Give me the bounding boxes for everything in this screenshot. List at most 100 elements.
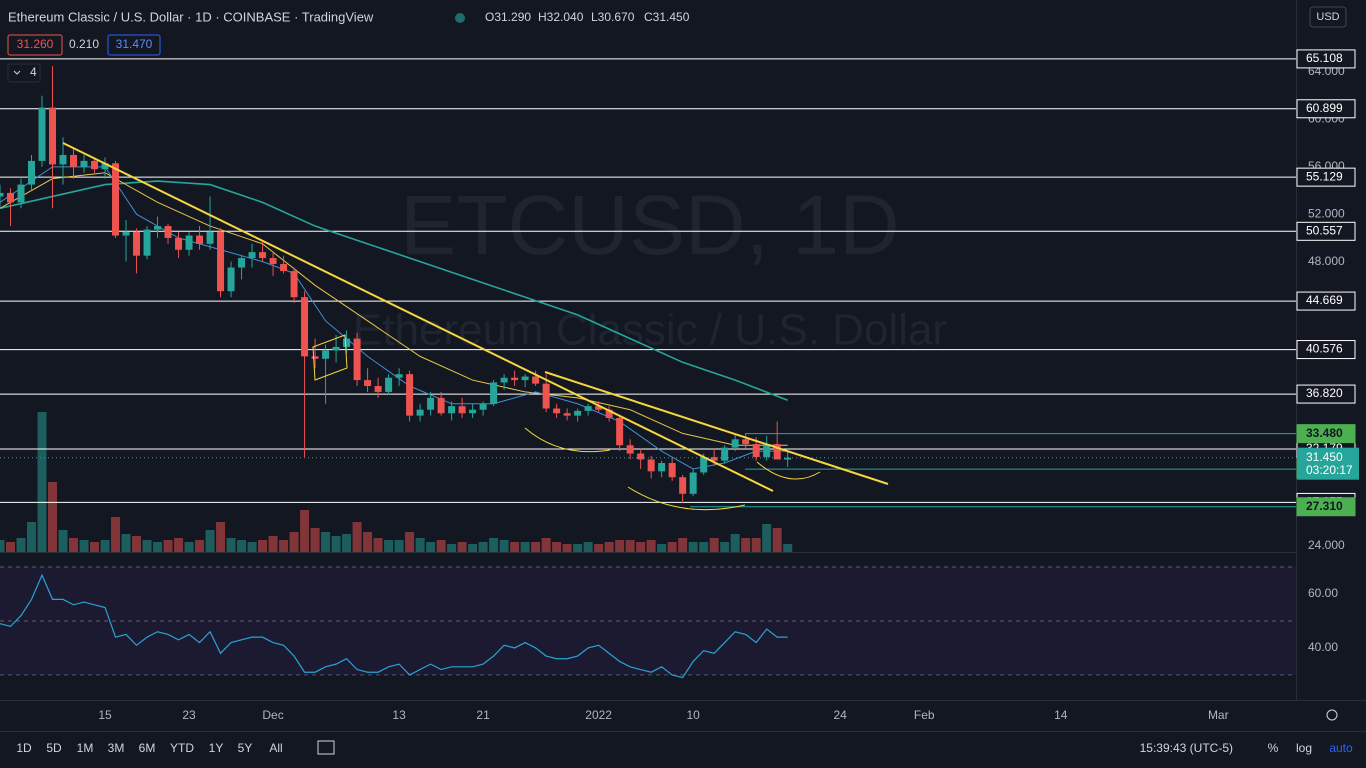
candle-body — [469, 409, 477, 414]
candle-body — [710, 457, 718, 461]
currency-button[interactable] — [1309, 6, 1347, 28]
x-tick-label: 14 — [1054, 708, 1068, 722]
x-tick-label: Mar — [1208, 708, 1229, 722]
x-tick-label: Dec — [262, 708, 283, 722]
candle-body — [521, 376, 529, 381]
volume-bar — [48, 482, 58, 552]
candle-body — [626, 445, 634, 454]
indicator-toggle[interactable] — [7, 63, 41, 83]
arc — [627, 486, 746, 511]
range-button[interactable]: 5Y — [238, 741, 253, 755]
candle-body — [28, 160, 36, 185]
last-price-box — [1297, 447, 1359, 480]
level-label: 50.557 — [1306, 223, 1343, 237]
volume-bar — [184, 542, 194, 552]
volume-bar — [709, 538, 719, 552]
candle-body — [280, 263, 288, 272]
ohlc-value: O31.290 — [485, 10, 531, 24]
last-price-label: 31.450 — [1306, 450, 1343, 464]
candle-body — [563, 413, 571, 416]
level-label-box — [1296, 99, 1356, 119]
candle-body — [574, 410, 582, 416]
volume-bar — [111, 517, 121, 552]
candle-body — [752, 444, 760, 458]
level-label: 33.480 — [1306, 426, 1343, 440]
range-button[interactable]: 1M — [77, 741, 94, 755]
scale-option[interactable]: log — [1296, 741, 1312, 755]
volume-bar — [657, 544, 667, 552]
volume-bar — [247, 542, 257, 552]
volume-bar — [58, 530, 68, 552]
volume-bar — [237, 540, 247, 552]
candle-body — [154, 226, 162, 230]
candle-body — [143, 229, 151, 256]
candle-body — [343, 338, 351, 347]
volume-bar — [772, 528, 782, 552]
volume-bar — [636, 542, 646, 552]
sell-box[interactable] — [7, 34, 63, 56]
volume-bar — [394, 540, 404, 552]
range-button[interactable]: All — [269, 741, 282, 755]
date-range-icon[interactable] — [317, 740, 335, 755]
candle-body — [458, 406, 466, 414]
level-label: 27.310 — [1306, 499, 1343, 513]
level-label-box — [1296, 424, 1356, 444]
volume-bar — [331, 536, 341, 552]
volume-bar — [615, 540, 625, 552]
marks: 40.00 60.00 15 23 Dec 13 21 2022 10 24 Feb 14 Mar 24.… — [0, 49, 1359, 722]
volume-bar — [69, 538, 79, 552]
scale-option[interactable]: % — [1268, 741, 1279, 755]
indicator-count[interactable]: 4 — [30, 65, 37, 79]
y-tick-label: 24.000 — [1308, 538, 1345, 552]
volume-bar — [646, 540, 656, 552]
settings-icon[interactable] — [1326, 709, 1338, 721]
candle-body — [689, 472, 697, 494]
candle-body — [332, 346, 340, 351]
range-button[interactable]: 1D — [16, 741, 32, 755]
volume-bar — [37, 412, 47, 552]
candle-body — [227, 267, 235, 292]
candle-body — [269, 258, 277, 264]
candle-body — [385, 377, 393, 392]
y-tick-label: 52.000 — [1308, 206, 1345, 220]
volume-bar — [489, 538, 499, 552]
candle-body — [164, 226, 172, 238]
rsi-tick-label: 40.00 — [1308, 640, 1338, 654]
candle-body — [490, 382, 498, 404]
scale-option[interactable]: auto — [1329, 741, 1353, 755]
range-button[interactable]: 1Y — [209, 741, 224, 755]
currency[interactable]: USD — [1316, 11, 1339, 23]
volume-bar — [216, 522, 226, 552]
volume-bar — [720, 542, 730, 552]
buy-price[interactable]: 31.470 — [116, 37, 153, 51]
volume-bar — [667, 542, 677, 552]
candle-body — [7, 192, 15, 203]
volume-bar — [552, 542, 562, 552]
toolbar: 1D 5D 1M 3M 6M YTD 1Y 5Y All 15:39:43 (UTC-5)% log… — [16, 741, 1353, 755]
range-button[interactable]: 3M — [108, 741, 125, 755]
clock: 15:39:43 (UTC-5) — [1140, 741, 1233, 755]
volume-bar — [531, 542, 541, 552]
buy-box[interactable] — [107, 34, 161, 56]
moving-average — [0, 180, 788, 401]
candle-body — [70, 154, 78, 167]
candle-body — [773, 444, 781, 460]
candle-body — [784, 457, 792, 460]
level-label-box — [1296, 49, 1356, 69]
volume-bar — [678, 538, 688, 552]
level-label: 40.576 — [1306, 342, 1343, 356]
x-tick-label: 23 — [182, 708, 196, 722]
candle-body — [700, 457, 708, 473]
volume-bar — [625, 540, 635, 552]
volume-bar — [310, 528, 320, 552]
rsi-line — [0, 573, 788, 679]
range-button[interactable]: YTD — [170, 741, 194, 755]
range-button[interactable]: 5D — [46, 741, 62, 755]
sell-price[interactable]: 31.260 — [17, 37, 54, 51]
candle-body — [259, 252, 267, 259]
range-button[interactable]: 6M — [139, 741, 156, 755]
volume-bar — [426, 542, 436, 552]
candle-body — [311, 356, 319, 359]
volume-bar — [510, 542, 520, 552]
